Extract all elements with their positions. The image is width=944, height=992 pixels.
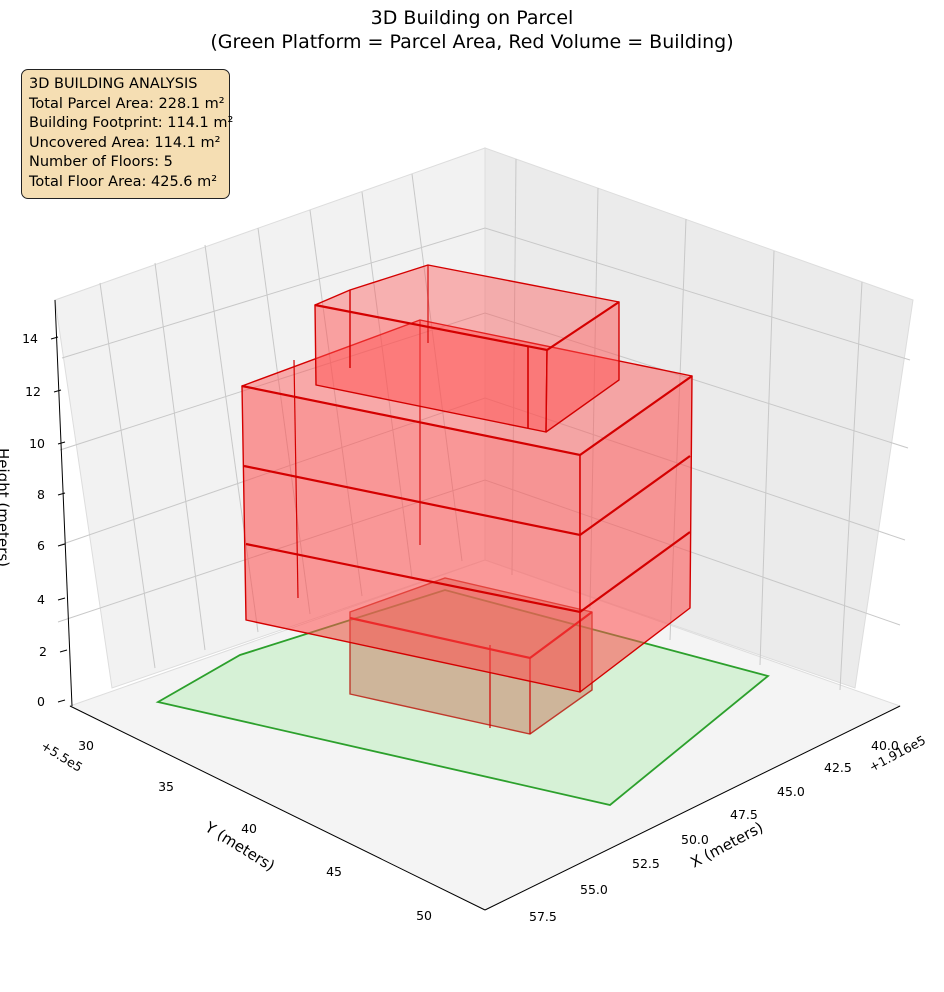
z-tick-mark xyxy=(53,389,62,393)
main-block-top-edge xyxy=(241,375,693,457)
grid-line-z-1 xyxy=(59,312,909,451)
z-axis-label: Height (meters) xyxy=(0,448,12,567)
x-tick-label: 57.5 xyxy=(529,909,557,924)
x-tick-label: 47.5 xyxy=(730,807,758,822)
info-line-uncovered: Uncovered Area: 114.1 m² xyxy=(29,134,221,151)
z-axis-line xyxy=(54,299,73,707)
x-tick-label: 42.5 xyxy=(824,760,852,775)
info-line-heading: 3D BUILDING ANALYSIS xyxy=(29,76,198,92)
info-line-floor-area: Total Floor Area: 425.6 m² xyxy=(29,173,218,190)
top-block-top-edge xyxy=(314,301,620,352)
z-tick-label: 6 xyxy=(37,538,45,553)
tick-labels: 0 2 4 6 8 10 12 14 30 35 40 45 50 40.0 42.5 45.0 47.5 50.… xyxy=(22,331,899,924)
z-tick-mark xyxy=(57,441,66,445)
info-line-parcel-area: Total Parcel Area: 228.1 m² xyxy=(29,95,225,112)
x-tick-label: 40.0 xyxy=(871,738,899,753)
z-tick-label: 0 xyxy=(37,694,45,709)
grid-line-left-0 xyxy=(99,282,156,669)
z-tick-label: 8 xyxy=(37,487,45,502)
x-axis-line xyxy=(484,705,901,911)
building-layer xyxy=(241,264,693,735)
z-tick-mark xyxy=(57,543,66,547)
z-tick-mark xyxy=(50,336,59,340)
z-tick-label: 2 xyxy=(39,644,47,659)
z-tick-mark xyxy=(57,492,66,496)
grid-line-z-0 xyxy=(61,227,911,361)
y-tick-label: 35 xyxy=(158,779,174,794)
grid-line-right-3 xyxy=(759,250,775,666)
main-block-inner-edge xyxy=(293,359,299,599)
info-line-footprint: Building Footprint: 114.1 m² xyxy=(29,115,234,132)
z-tick-mark xyxy=(59,649,68,653)
z-tick-mark xyxy=(57,597,66,601)
z-tick-label: 14 xyxy=(22,331,38,346)
chart-title: 3D Building on Parcel (Green Platform = … xyxy=(0,6,944,54)
title-line-2: (Green Platform = Parcel Area, Red Volum… xyxy=(210,31,734,53)
info-box: 3D BUILDING ANALYSIS Total Parcel Area: … xyxy=(21,69,234,199)
x-tick-label: 50.0 xyxy=(681,832,709,847)
main-block-floor-edge-2 xyxy=(245,531,691,614)
y-axis-label: Y (meters) xyxy=(201,818,278,875)
main-block-floor-edge-1 xyxy=(243,455,691,537)
title-line-1: 3D Building on Parcel xyxy=(370,7,574,29)
x-tick-label: 52.5 xyxy=(632,856,660,871)
grid-line-right-4 xyxy=(839,281,863,691)
z-tick-label: 4 xyxy=(37,592,45,607)
y-tick-label: 40 xyxy=(241,821,257,836)
y-axis-line xyxy=(69,705,486,911)
grid-line-left-1 xyxy=(154,262,206,651)
z-tick-label: 10 xyxy=(29,436,45,451)
info-line-floors: Number of Floors: 5 xyxy=(29,154,173,171)
y-tick-label: 50 xyxy=(416,908,432,923)
z-tick-mark xyxy=(57,699,66,703)
y-tick-label: 30 xyxy=(78,738,94,753)
axes-lines xyxy=(54,299,901,911)
x-tick-label: 45.0 xyxy=(777,784,805,799)
z-tick-label: 12 xyxy=(25,384,41,399)
y-tick-label: 45 xyxy=(326,864,342,879)
x-tick-label: 55.0 xyxy=(580,882,608,897)
